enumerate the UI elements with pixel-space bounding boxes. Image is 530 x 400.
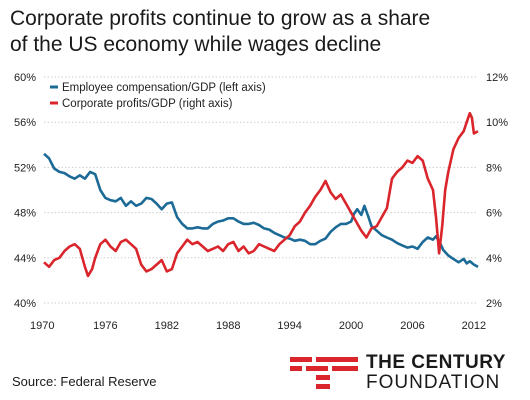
right-axis-tick-label: 4% bbox=[486, 253, 502, 265]
logo-line-1: THE CENTURY bbox=[366, 352, 506, 373]
left-axis-tick-label: 48% bbox=[14, 208, 36, 220]
logo-mark-icon bbox=[290, 355, 358, 391]
gridlines bbox=[44, 76, 478, 304]
legend: Employee compensation/GDP (left axis) Cor… bbox=[50, 82, 266, 110]
right-axis-tick-label: 10% bbox=[486, 117, 508, 129]
chart-title-line-2: of the US economy while wages decline bbox=[10, 33, 382, 56]
x-axis-tick-label: 1988 bbox=[216, 320, 240, 332]
century-foundation-logo: THE CENTURY FOUNDATION bbox=[290, 352, 520, 394]
right-axis-tick-label: 6% bbox=[486, 208, 502, 220]
right-axis-tick-labels: 2% 4% 6% 8% 10% 12% bbox=[486, 72, 508, 310]
series-line-corporate-profits bbox=[43, 111, 479, 278]
legend-label: Employee compensation/GDP (left axis) bbox=[62, 82, 266, 94]
x-axis-tick-label: 1982 bbox=[155, 320, 179, 332]
x-axis-tick-label: 1994 bbox=[277, 320, 301, 332]
right-axis-tick-label: 8% bbox=[486, 162, 502, 174]
right-axis-tick-label: 2% bbox=[486, 298, 502, 310]
chart-title: Corporate profits continue to grow as a … bbox=[10, 6, 520, 58]
left-axis-tick-label: 40% bbox=[14, 298, 36, 310]
left-axis-tick-label: 44% bbox=[14, 253, 36, 265]
chart-title-line-1: Corporate profits continue to grow as a … bbox=[10, 7, 431, 30]
line-chart: 40%44%48%52%56%60% 2%4%6%8%10%12% 1970 19… bbox=[14, 72, 508, 332]
legend-label: Corporate profits/GDP (right axis) bbox=[62, 98, 233, 110]
source-note: Source: Federal Reserve bbox=[12, 374, 157, 389]
left-axis-tick-label: 52% bbox=[14, 162, 36, 174]
x-axis-tick-label: 1970 bbox=[30, 320, 54, 332]
x-axis-tick-label: 1976 bbox=[93, 320, 117, 332]
series-lines bbox=[43, 111, 479, 278]
x-axis-tick-labels: 1970 1976 1982 1988 1994 2000 2006 2012 bbox=[30, 320, 486, 332]
left-axis-tick-label: 60% bbox=[14, 72, 36, 84]
left-axis-tick-labels: 40% 44% 48% 52% 56% 60% bbox=[14, 72, 36, 310]
x-axis-tick-label: 2006 bbox=[400, 320, 424, 332]
logo-line-2: FOUNDATION bbox=[366, 372, 501, 393]
left-axis-tick-label: 56% bbox=[14, 117, 36, 129]
right-axis-tick-label: 12% bbox=[486, 72, 508, 84]
x-axis-tick-label: 2000 bbox=[339, 320, 363, 332]
x-axis-tick-label: 2012 bbox=[462, 320, 486, 332]
series-line-employee-compensation bbox=[43, 152, 479, 268]
